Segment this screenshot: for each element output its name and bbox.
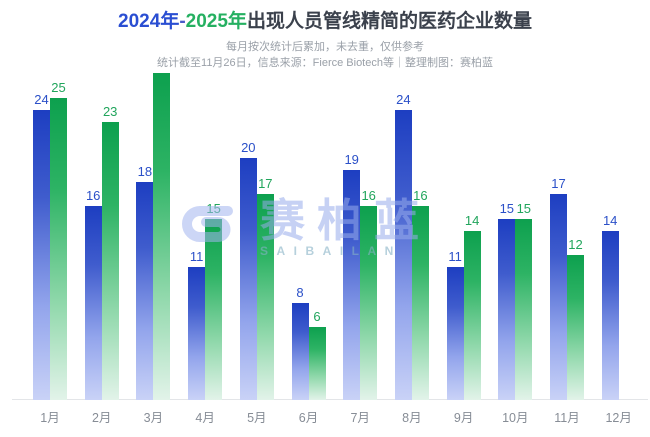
bar-value-label-2024-5月: 20 <box>241 140 256 155</box>
bar-2025-3月 <box>153 73 171 400</box>
bar-value-label-2024-9月: 11 <box>448 248 462 264</box>
bar-2024-10月 <box>498 218 516 400</box>
bar-value-label-2024-2月: 16 <box>85 188 101 204</box>
x-axis-label-12月: 12月 <box>605 411 632 425</box>
bar-2025-2月 <box>101 121 119 400</box>
x-axis-label-5月: 5月 <box>247 411 267 425</box>
bar-value-label-2025-11月: 12 <box>568 236 583 252</box>
page-title: 2024年-2025年出现人员管线精简的医药企业数量 <box>0 10 650 34</box>
bar-value-label-2025-8月: 16 <box>413 188 428 204</box>
bar-2025-11月 <box>567 254 584 400</box>
title-dash: - <box>179 11 186 32</box>
bar-2025-8月 <box>411 206 429 400</box>
bar-2025-7月 <box>360 206 378 400</box>
bar-2024-1月 <box>33 109 50 400</box>
bar-2024-7月 <box>343 170 361 400</box>
bar-2024-11月 <box>550 194 567 400</box>
bar-2025-4月 <box>205 218 223 400</box>
bar-2025-6月 <box>308 327 326 400</box>
bar-value-label-2025-5月: 17 <box>258 176 273 192</box>
bar-value-label-2024-10月: 15 <box>499 200 515 216</box>
bar-value-label-2024-1月: 24 <box>34 91 49 107</box>
x-axis-label-11月: 11月 <box>554 411 580 425</box>
bar-value-label-2024-6月: 8 <box>296 285 304 301</box>
x-axis-label-9月: 9月 <box>453 411 474 425</box>
title-year-2024: 2024年 <box>118 11 180 32</box>
bar-value-label-2025-9月: 14 <box>464 212 480 228</box>
bar-value-label-2025-7月: 16 <box>361 188 376 204</box>
title-year-2025: 2025年 <box>185 11 247 32</box>
bar-2024-12月 <box>601 230 619 400</box>
bar-2024-8月 <box>394 109 412 400</box>
x-axis-label-6月: 6月 <box>298 411 319 425</box>
x-axis-label-3月: 3月 <box>143 411 164 425</box>
bar-value-label-2025-4月: 15 <box>206 200 221 216</box>
bar-2024-6月 <box>291 303 309 400</box>
x-axis-label-10月: 10月 <box>502 411 529 425</box>
x-axis-label-7月: 7月 <box>350 411 370 425</box>
bar-value-label-2024-12月: 14 <box>602 212 618 228</box>
bar-2025-1月 <box>50 97 67 400</box>
bar-value-label-2024-4月: 11 <box>189 248 204 264</box>
x-axis-label-2月: 2月 <box>91 411 112 425</box>
title-rest: 出现人员管线精简的医药企业数量 <box>246 11 532 32</box>
bar-2024-4月 <box>188 266 206 400</box>
subtitle-line-1: 每月按次统计后累加，未去重，仅供参考 <box>226 41 424 53</box>
subtitle-line-2: 统计截至11月26日，信息来源：Fierce Biotech等｜整理制图：赛柏蓝 <box>157 57 493 69</box>
bar-value-label-2024-3月: 18 <box>137 164 153 180</box>
bar-2024-5月 <box>239 158 257 400</box>
bar-value-label-2025-1月: 25 <box>51 79 66 95</box>
x-axis-label-1月: 1月 <box>40 411 60 425</box>
bar-2025-10月 <box>515 218 533 400</box>
bar-value-label-2024-7月: 19 <box>344 152 359 168</box>
bar-value-label-2024-11月: 17 <box>551 176 566 192</box>
bar-2024-2月 <box>84 206 102 400</box>
bar-2024-3月 <box>136 182 154 400</box>
x-axis-label-4月: 4月 <box>195 411 215 425</box>
bar-value-label-2025-6月: 6 <box>313 309 321 325</box>
x-axis-label-8月: 8月 <box>402 411 422 425</box>
bar-2025-9月 <box>463 230 481 400</box>
bar-value-label-2024-8月: 24 <box>396 91 411 107</box>
bar-value-label-2025-2月: 23 <box>102 103 118 119</box>
bar-2024-9月 <box>446 266 464 400</box>
x-axis-line <box>12 399 648 400</box>
bar-2025-5月 <box>256 194 274 400</box>
bar-value-label-2025-10月: 15 <box>516 200 532 216</box>
